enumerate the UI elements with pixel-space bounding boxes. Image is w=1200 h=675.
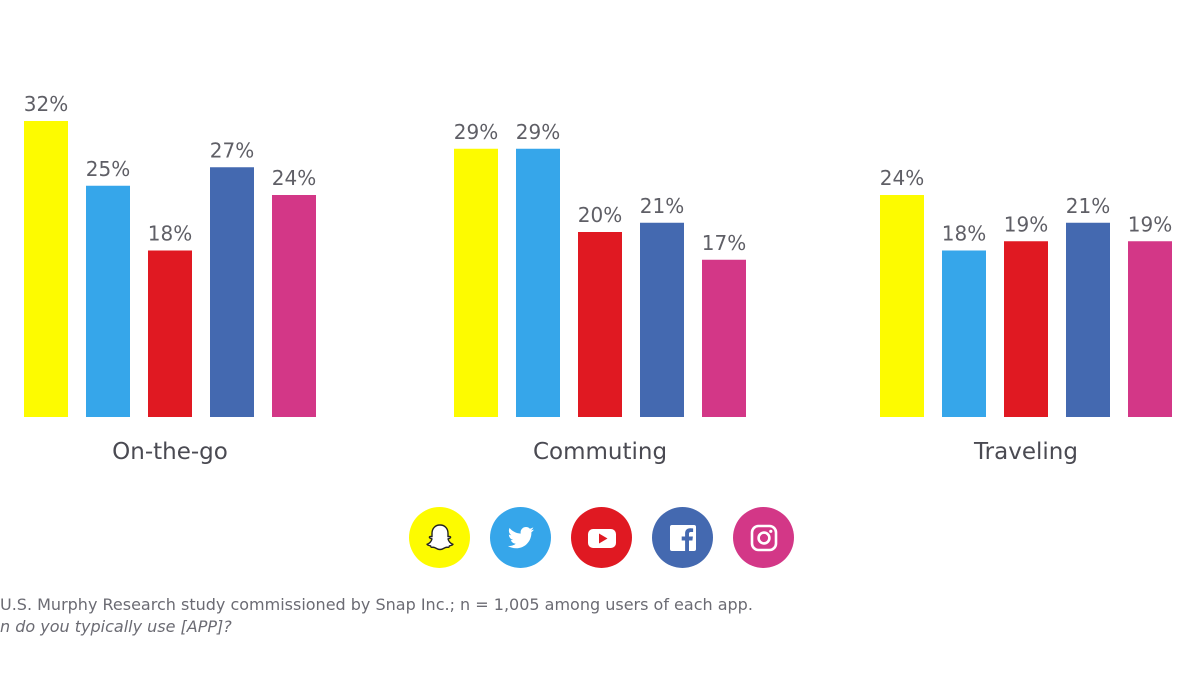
value-label-instagram-traveling: 19% bbox=[1128, 212, 1172, 236]
footnote-source: U.S. Murphy Research study commissioned … bbox=[0, 595, 753, 614]
value-label-snapchat-traveling: 24% bbox=[880, 166, 924, 190]
value-label-instagram-commuting: 17% bbox=[702, 231, 746, 255]
value-label-facebook-traveling: 21% bbox=[1066, 194, 1110, 218]
youtube-play-icon bbox=[587, 528, 616, 548]
legend-twitter bbox=[490, 507, 551, 568]
value-label-twitter-commuting: 29% bbox=[516, 120, 560, 144]
instagram-camera-icon bbox=[750, 524, 777, 551]
bar-instagram-on-the-go bbox=[272, 195, 316, 417]
value-label-snapchat-on-the-go: 32% bbox=[24, 92, 68, 116]
legend-snapchat bbox=[409, 507, 470, 568]
value-label-twitter-on-the-go: 25% bbox=[86, 157, 130, 181]
bar-snapchat-on-the-go bbox=[24, 121, 68, 417]
footnote: U.S. Murphy Research study commissioned … bbox=[0, 594, 1200, 638]
category-label-commuting: Commuting bbox=[533, 439, 667, 465]
bar-twitter-traveling bbox=[942, 250, 986, 417]
category-label-on-the-go: On-the-go bbox=[112, 439, 228, 465]
value-label-instagram-on-the-go: 24% bbox=[272, 166, 316, 190]
value-label-youtube-commuting: 20% bbox=[578, 203, 622, 227]
value-label-youtube-on-the-go: 18% bbox=[148, 222, 192, 246]
snapchat-ghost-icon bbox=[425, 523, 454, 550]
bar-instagram-traveling bbox=[1128, 241, 1172, 417]
bar-snapchat-traveling bbox=[880, 195, 924, 417]
bar-twitter-on-the-go bbox=[86, 185, 130, 417]
value-label-twitter-traveling: 18% bbox=[942, 222, 986, 246]
bar-youtube-commuting bbox=[578, 232, 622, 417]
bar-facebook-commuting bbox=[640, 222, 684, 417]
bar-facebook-traveling bbox=[1066, 222, 1110, 417]
bar-snapchat-commuting bbox=[454, 148, 498, 417]
bar-twitter-commuting bbox=[516, 148, 560, 417]
bar-youtube-traveling bbox=[1004, 241, 1048, 417]
facebook-f-icon bbox=[669, 524, 696, 551]
value-label-youtube-traveling: 19% bbox=[1004, 212, 1048, 236]
value-label-snapchat-commuting: 29% bbox=[454, 120, 498, 144]
legend-facebook bbox=[652, 507, 713, 568]
footnote-question: n do you typically use [APP]? bbox=[0, 617, 232, 636]
legend-instagram bbox=[733, 507, 794, 568]
bar-youtube-on-the-go bbox=[148, 250, 192, 417]
bar-facebook-on-the-go bbox=[210, 167, 254, 417]
category-label-traveling: Traveling bbox=[973, 439, 1078, 465]
bar-chart: 32% 25% 18% 27% 24% On-the-go 29% 29% 20% 21% 17% C… bbox=[24, 92, 1172, 465]
value-label-facebook-on-the-go: 27% bbox=[210, 138, 254, 162]
bar-instagram-commuting bbox=[702, 259, 746, 417]
legend-youtube bbox=[571, 507, 632, 568]
legend bbox=[409, 507, 794, 568]
twitter-bird-icon bbox=[507, 526, 534, 548]
value-label-facebook-commuting: 21% bbox=[640, 194, 684, 218]
